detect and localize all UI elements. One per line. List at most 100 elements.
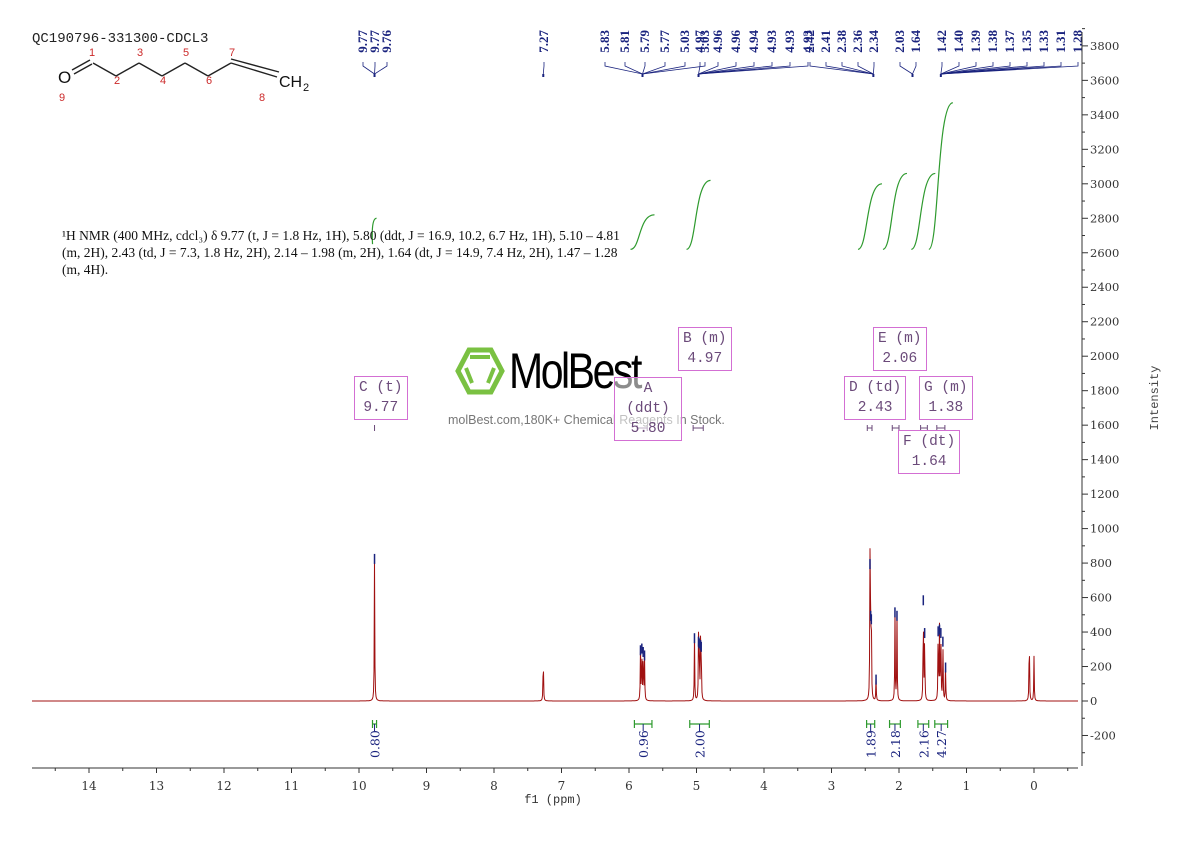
peak-shift-label: 1.39 xyxy=(968,30,983,53)
y-tick-label: 3400 xyxy=(1090,108,1119,122)
peak-box-shift: 4.97 xyxy=(687,351,723,367)
peak-box-shift: 1.64 xyxy=(911,454,947,470)
y-tick-label: 1600 xyxy=(1090,418,1119,432)
peak-box-label: F (dt) xyxy=(903,434,956,450)
peak-shift-label: 9.76 xyxy=(379,30,394,53)
svg-text:O: O xyxy=(58,68,71,87)
x-tick-label: 7 xyxy=(558,779,566,793)
x-tick-label: 10 xyxy=(351,779,366,793)
peak-shift-label: 1.42 xyxy=(934,30,949,53)
peak-shift-label: 4.97 xyxy=(692,30,707,53)
y-tick-label: 3000 xyxy=(1090,177,1119,191)
peak-box-e: E (m) 2.06 xyxy=(873,327,927,371)
x-tick-label: 3 xyxy=(828,779,836,793)
peak-shift-label: 4.96 xyxy=(728,30,743,53)
peak-shift-label: 5.83 xyxy=(597,30,612,53)
peak-box-label: A (ddt) xyxy=(626,381,670,417)
peak-shift-label: 4.93 xyxy=(764,30,779,53)
y-tick-label: 2400 xyxy=(1090,280,1119,294)
y-tick-label: 3600 xyxy=(1090,73,1119,87)
y-tick-label: 1200 xyxy=(1090,487,1119,501)
spectrum-trace xyxy=(32,548,1078,702)
watermark-tagline: molBest.com,180K+ Chemical Reagents In S… xyxy=(448,413,725,427)
svg-text:7: 7 xyxy=(229,47,235,59)
peak-shift-label: 5.03 xyxy=(697,30,712,53)
peak-shift-label: 2.03 xyxy=(892,30,907,53)
sample-id: QC190796-331300-CDCL3 xyxy=(32,31,209,47)
integral-value: 0.80 xyxy=(368,730,383,758)
y-tick-label: 800 xyxy=(1090,556,1112,570)
peak-shift-label: 5.77 xyxy=(657,30,672,53)
y-tick-label: 600 xyxy=(1090,591,1112,605)
peak-shift-label: 4.94 xyxy=(746,30,761,53)
svg-text:Intensity: Intensity xyxy=(1148,366,1162,431)
peak-shift-label: 1.31 xyxy=(1053,30,1068,53)
x-tick-label: 4 xyxy=(760,779,768,793)
x-tick-label: 1 xyxy=(963,779,971,793)
peak-shift-label: 2.38 xyxy=(834,30,849,53)
peak-box-d: D (td) 2.43 xyxy=(844,376,907,420)
integral-value: 4.27 xyxy=(934,730,949,758)
integral-value: 2.16 xyxy=(916,730,931,758)
y-tick-label: 2800 xyxy=(1090,211,1119,225)
x-tick-label: 6 xyxy=(625,779,633,793)
y-tick-label: 2000 xyxy=(1090,349,1119,363)
peak-shift-label: 2.42 xyxy=(802,30,817,53)
peak-box-shift: 2.43 xyxy=(857,400,893,416)
y-tick-label: 0 xyxy=(1090,694,1097,708)
peak-shift-label: 2.34 xyxy=(866,30,881,53)
peak-shift-label: 4.93 xyxy=(800,30,815,53)
svg-text:f1 (ppm): f1 (ppm) xyxy=(524,793,582,807)
peak-shift-label: 4.96 xyxy=(710,30,725,53)
svg-text:5: 5 xyxy=(183,47,189,59)
peak-box-label: D (td) xyxy=(849,380,902,396)
integral-value: 2.18 xyxy=(888,730,903,758)
peak-box-label: C (t) xyxy=(359,380,403,396)
svg-text:2: 2 xyxy=(303,82,309,94)
y-tick-label: -200 xyxy=(1090,728,1116,742)
peak-box-a: A (ddt) 5.80 xyxy=(614,377,682,441)
x-tick-label: 5 xyxy=(693,779,701,793)
peak-box-shift: 5.80 xyxy=(630,421,666,437)
svg-text:3: 3 xyxy=(137,47,143,59)
peak-shift-label: 1.35 xyxy=(1019,30,1034,53)
peak-shift-label: 1.37 xyxy=(1002,30,1017,53)
peak-box-label: E (m) xyxy=(878,331,922,347)
peak-shift-label: 7.27 xyxy=(536,30,551,53)
peak-box-shift: 9.77 xyxy=(363,400,399,416)
peak-shift-label: 1.40 xyxy=(951,30,966,53)
x-tick-label: 12 xyxy=(216,779,231,793)
x-tick-label: 8 xyxy=(490,779,498,793)
x-tick-label: 2 xyxy=(895,779,903,793)
benzene-logo-icon xyxy=(455,347,505,395)
peak-box-f: F (dt) 1.64 xyxy=(898,430,961,474)
peak-shift-label: 2.36 xyxy=(850,30,865,53)
peak-box-b: B (m) 4.97 xyxy=(678,327,732,371)
svg-text:1: 1 xyxy=(89,47,95,59)
svg-text:4: 4 xyxy=(160,75,166,87)
peak-box-label: B (m) xyxy=(683,331,727,347)
svg-text:2: 2 xyxy=(114,75,120,87)
x-tick-label: 14 xyxy=(81,779,97,793)
svg-text:CH: CH xyxy=(279,74,302,91)
x-axis: 14 13 12 11 10 9 8 7 6 5 4 3 2 1 0f1 (ppm) xyxy=(32,767,1078,807)
integral-value: 0.96 xyxy=(636,730,651,758)
y-tick-label: 2600 xyxy=(1090,246,1119,260)
integral-value: 2.00 xyxy=(693,730,708,758)
y-tick-label: 400 xyxy=(1090,625,1112,639)
y-tick-label: 3200 xyxy=(1090,142,1119,156)
integral-value: 1.89 xyxy=(864,730,879,758)
peak-shift-label: 4.93 xyxy=(782,30,797,53)
peak-shift-label: 5.79 xyxy=(637,30,652,53)
nmr-description: ¹H NMR (400 MHz, cdcl₃) δ 9.77 (t, J = 1… xyxy=(62,228,620,277)
peak-box-shift: 2.06 xyxy=(882,351,918,367)
integral-labels: 0.80 0.96 2.00 1.89 2.18 2.16 4.27 xyxy=(368,425,949,758)
peak-box-c: C (t) 9.77 xyxy=(354,376,408,420)
peak-shift-label: 9.77 xyxy=(355,30,370,53)
svg-text:8: 8 xyxy=(259,92,265,104)
peak-shift-label: 1.64 xyxy=(908,30,923,53)
svg-text:9: 9 xyxy=(59,92,65,104)
peak-box-g: G (m) 1.38 xyxy=(919,376,973,420)
